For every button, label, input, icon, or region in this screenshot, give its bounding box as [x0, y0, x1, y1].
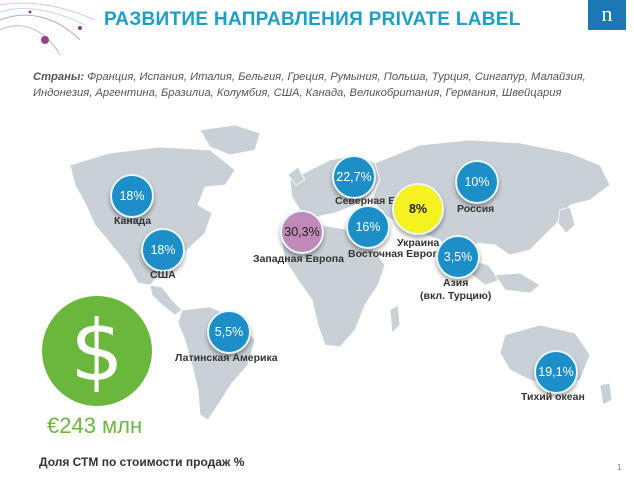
decorative-swirl: [0, 2, 96, 56]
bubble-latin-america: 5,5%: [207, 310, 251, 354]
label-eastern-europe: Восточная Европа: [348, 248, 445, 260]
bubble-usa: 18%: [141, 228, 185, 272]
bubble-pacific: 19,1%: [534, 350, 578, 394]
label-pacific: Тихий океан: [521, 391, 585, 403]
bubble-eastern-europe: 16%: [346, 205, 390, 249]
page-title: РАЗВИТИЕ НАПРАВЛЕНИЯ PRIVATE LABEL: [104, 9, 521, 30]
countries-label: Страны:: [33, 71, 85, 83]
bubble-asia: 3,5%: [436, 235, 480, 279]
bubble-russia: 10%: [455, 160, 499, 204]
label-asia: Азия (вкл. Турцию): [420, 277, 492, 302]
bubble-ukraine: 8%: [392, 183, 444, 235]
bubble-northern-europe: 22,7%: [332, 155, 376, 199]
footer-caption: Доля СТМ по стоимости продаж %: [39, 455, 245, 469]
total-amount: €243 млн: [47, 413, 143, 438]
label-canada: Канада: [114, 215, 152, 227]
label-ukraine: Украина: [397, 237, 440, 249]
label-latin-america: Латинская Америка: [175, 352, 278, 364]
nielsen-logo-icon: n: [588, 0, 626, 30]
label-western-europe: Западная Европа: [253, 253, 344, 265]
world-map: [69, 125, 613, 421]
bubble-canada: 18%: [110, 174, 154, 218]
countries-list: Страны: Франция, Испания, Италия, Бельги…: [33, 70, 608, 101]
label-usa: США: [150, 269, 176, 281]
label-russia: Россия: [457, 203, 495, 215]
bubble-western-europe: 30,3%: [280, 210, 324, 254]
countries-text: Франция, Испания, Италия, Бельгия, Греци…: [33, 71, 586, 99]
dollar-sign-icon: $: [42, 296, 152, 406]
page-number: 1: [617, 463, 622, 472]
